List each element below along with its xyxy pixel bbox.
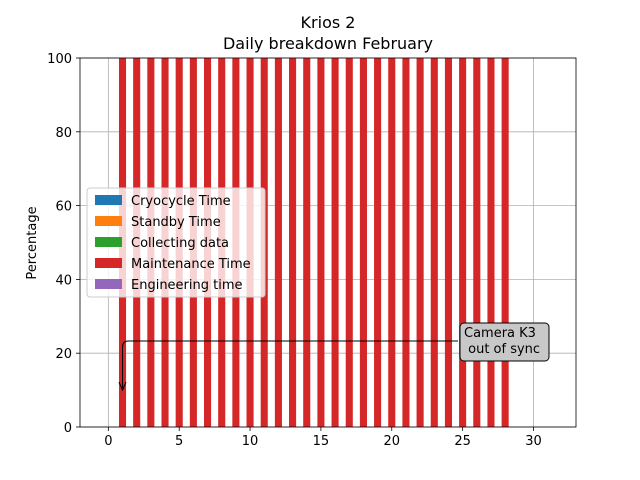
x-tick-label: 25 — [454, 434, 471, 449]
annotation-text: out of sync — [464, 342, 540, 357]
y-tick-label: 100 — [47, 52, 72, 67]
y-tick-label: 0 — [64, 421, 72, 436]
y-axis-label: Percentage — [25, 206, 40, 279]
bar-maintenance-time — [359, 58, 367, 427]
bar-maintenance-time — [388, 58, 396, 427]
annotation-box — [459, 322, 550, 362]
bar-maintenance-time — [289, 58, 297, 427]
bar-maintenance-time — [274, 58, 282, 427]
bar-maintenance-time — [374, 58, 382, 427]
legend-swatch — [95, 237, 122, 247]
bar-maintenance-time — [473, 58, 481, 427]
y-tick-label: 40 — [55, 273, 72, 288]
y-tick-label: 20 — [55, 347, 72, 362]
annotation: Camera K3 out of sync — [118, 322, 550, 392]
bar-maintenance-time — [303, 58, 311, 427]
legend-swatch — [95, 258, 122, 268]
plot-frame — [79, 57, 577, 428]
bar-maintenance-time — [430, 58, 438, 427]
legend-label: Standby Time — [131, 215, 221, 230]
x-tick-label: 5 — [175, 434, 183, 449]
annotation-arrow-head — [118, 381, 127, 392]
bar-maintenance-time — [444, 58, 452, 427]
y-tick-label: 60 — [55, 200, 72, 215]
x-tick-label: 10 — [242, 434, 259, 449]
legend-swatch — [95, 216, 122, 226]
x-tick-label: 20 — [383, 434, 400, 449]
bar-maintenance-time — [416, 58, 424, 427]
annotation-arrow-line — [122, 340, 458, 389]
legend-label: Engineering time — [131, 278, 243, 293]
annotation-text: Camera K3 — [464, 326, 536, 341]
legend-label: Collecting data — [131, 236, 229, 251]
chart-title: Krios 2 — [301, 13, 356, 32]
legend-swatch — [95, 195, 122, 205]
x-tick-label: 0 — [104, 434, 112, 449]
legend: Cryocycle Time Standby Time Collecting dat… — [86, 187, 266, 298]
axis-layer: 0 5 10 15 20 25 30 0 20 40 60 80 100 — [47, 52, 577, 449]
y-tick-label: 80 — [55, 126, 72, 141]
bar-maintenance-time — [345, 58, 353, 427]
bar-maintenance-time — [459, 58, 467, 427]
x-tick-label: 30 — [525, 434, 542, 449]
bar-maintenance-time — [487, 58, 495, 427]
bar-maintenance-time — [331, 58, 339, 427]
legend-box — [86, 187, 266, 298]
legend-label: Cryocycle Time — [131, 194, 231, 209]
bar-maintenance-time — [317, 58, 325, 427]
bar-maintenance-time — [402, 58, 410, 427]
legend-swatch — [95, 279, 122, 289]
legend-label: Maintenance Time — [131, 257, 251, 272]
bar-maintenance-time — [501, 58, 509, 427]
x-tick-label: 15 — [313, 434, 330, 449]
chart-subtitle: Daily breakdown February — [223, 34, 433, 53]
